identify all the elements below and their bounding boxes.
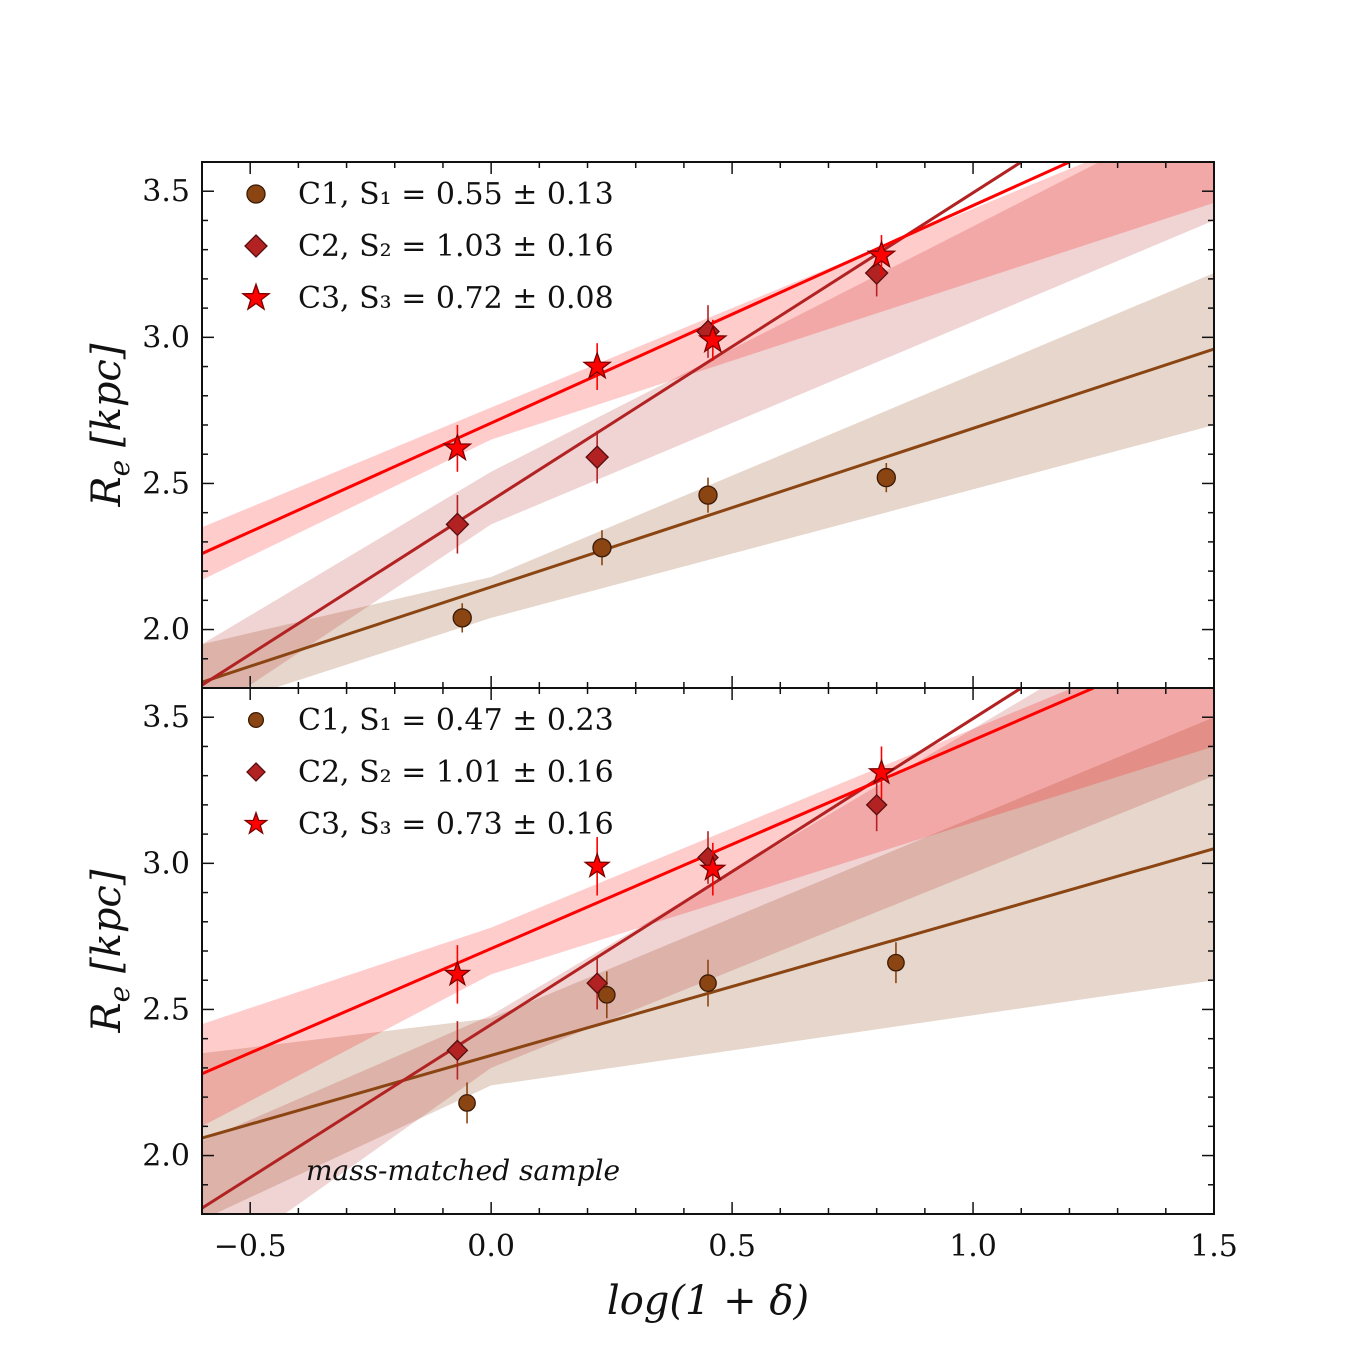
- legend-bottom: C1, S₁ = 0.47 ± 0.23 C2, S₂ = 1.01 ± 0.16…: [243, 703, 614, 842]
- legend-label-bottom-0: C1, S₁ = 0.47 ± 0.23: [298, 703, 614, 738]
- data-point-bottom-0-0: [458, 1094, 476, 1112]
- data-point-bottom-2-1: [583, 851, 611, 878]
- x-tick-label-bottom: 0.0: [467, 1229, 515, 1264]
- data-point-top-0-2: [698, 485, 718, 505]
- confidence-band-bottom-1: [202, 688, 1214, 1214]
- data-point-top-2-2: [697, 324, 728, 353]
- legend-label-top-2: C3, S₃ = 0.72 ± 0.08: [298, 281, 614, 316]
- x-tick-label-bottom: 1.0: [949, 1229, 997, 1264]
- legend-marker-bottom-0: [247, 711, 265, 729]
- y-tick-label-top: 3.0: [142, 320, 190, 355]
- data-point-bottom-1-0: [446, 1039, 469, 1062]
- data-point-bottom-1-1: [586, 972, 609, 995]
- data-point-bottom-2-2: [699, 854, 727, 881]
- data-point-bottom-0-1: [597, 985, 616, 1004]
- data-point-bottom-1-3: [865, 793, 888, 816]
- y-tick-label-top: 2.5: [142, 466, 190, 501]
- legend-label-top-1: C2, S₂ = 1.03 ± 0.16: [298, 229, 614, 264]
- data-point-top-2-3: [866, 239, 897, 269]
- legend-marker-top-0: [246, 184, 266, 204]
- fit-line-top-0: [202, 347, 1214, 684]
- confidence-band-top-0: [202, 273, 1214, 688]
- plot-area-bottom: [202, 688, 1214, 1214]
- panel-bottom: 2.0 2.5 3.0 3.5 −0.5 0.0 0.5 1.0 1.5 log(1 + δ) Re…: [84, 687, 1238, 1324]
- confidence-band-top-1: [202, 162, 1214, 688]
- y-tick-label-bottom: 2.0: [142, 1139, 190, 1174]
- data-point-bottom-2-3: [867, 758, 896, 785]
- y-tick-label-bottom: 3.0: [142, 846, 190, 881]
- data-point-top-0-0: [452, 608, 472, 628]
- data-point-top-1-3: [864, 261, 889, 285]
- x-tick-label-bottom: 1.5: [1190, 1229, 1238, 1264]
- legend-top: C1, S₁ = 0.55 ± 0.13 C2, S₂ = 1.03 ± 0.16…: [241, 177, 614, 316]
- data-point-top-0-1: [592, 538, 612, 558]
- data-point-bottom-0-2: [699, 974, 717, 992]
- y-tick-label-bottom: 3.5: [142, 700, 190, 735]
- x-axis-title: log(1 + δ): [607, 1278, 809, 1324]
- y-tick-label-top: 2.0: [142, 613, 190, 648]
- y-axis-title-bottom: Re [kpc]: [84, 869, 136, 1033]
- y-tick-label-bottom: 2.5: [142, 992, 190, 1027]
- annotation-text: mass-matched sample: [306, 1154, 620, 1187]
- confidence-band-bottom-2: [202, 688, 1214, 1127]
- data-point-top-2-1: [582, 350, 613, 380]
- x-tick-label-bottom: −0.5: [214, 1229, 287, 1264]
- legend-label-bottom-2: C3, S₃ = 0.73 ± 0.16: [298, 807, 614, 842]
- y-axis-title-top: Re [kpc]: [84, 343, 136, 507]
- legend-label-bottom-1: C2, S₂ = 1.01 ± 0.16: [298, 755, 614, 790]
- data-point-bottom-2-0: [443, 959, 472, 987]
- legend-marker-bottom-2: [243, 810, 269, 835]
- confidence-band-top-2: [202, 162, 1214, 580]
- fit-line-top-2: [202, 162, 1071, 555]
- plot-area-top: [202, 162, 1214, 688]
- data-point-top-2-0: [442, 432, 473, 462]
- data-point-bottom-0-3: [887, 953, 905, 972]
- legend-label-top-0: C1, S₁ = 0.55 ± 0.13: [298, 177, 614, 212]
- y-tick-label-top: 3.5: [142, 174, 190, 209]
- legend-marker-top-1: [244, 234, 268, 258]
- data-point-top-1-1: [585, 445, 610, 470]
- fit-line-bottom-2: [202, 688, 1095, 1076]
- legend-marker-bottom-1: [246, 762, 266, 782]
- legend-marker-top-2: [241, 282, 271, 311]
- data-point-top-1-0: [445, 512, 470, 537]
- x-tick-label-bottom: 0.5: [708, 1229, 756, 1264]
- data-point-top-0-3: [876, 467, 896, 488]
- panel-top: 2.0 2.5 3.0 3.5 Re [kpc] C1, S₁ = 0.55 ± 0.13…: [84, 161, 1215, 689]
